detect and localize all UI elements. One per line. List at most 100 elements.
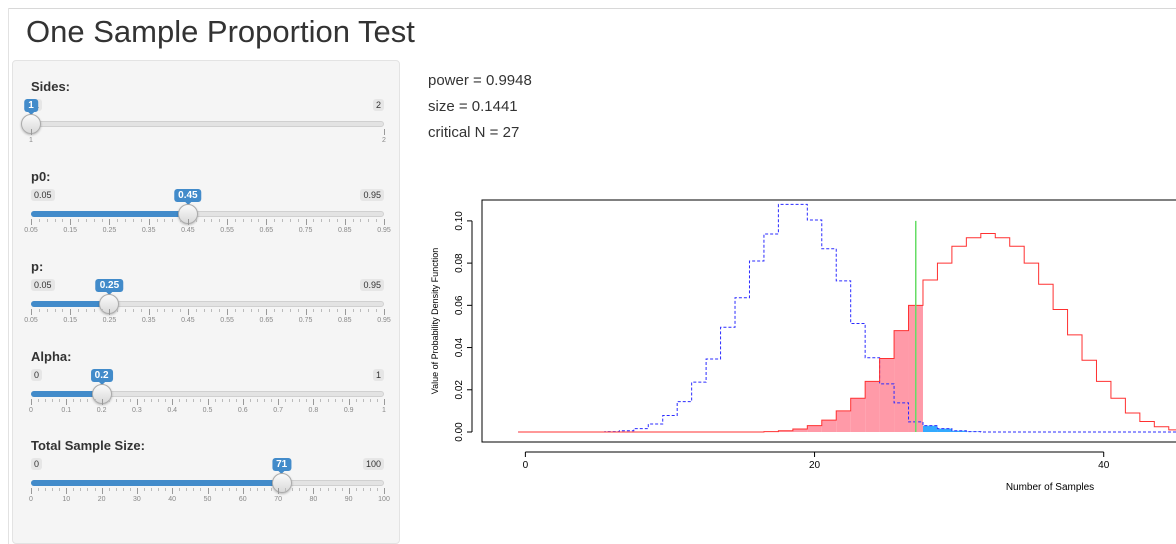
null-distribution-line bbox=[518, 203, 1176, 433]
slider-minor-tick bbox=[143, 488, 145, 491]
slider-minor-tick bbox=[200, 399, 202, 402]
slider-minor-tick bbox=[200, 488, 202, 491]
slider-tick bbox=[136, 488, 138, 494]
slider-minor-tick bbox=[158, 488, 160, 491]
power-text: power = 0.9948 bbox=[428, 72, 532, 89]
slider-minor-tick bbox=[59, 399, 61, 402]
slider-minor-tick bbox=[122, 399, 124, 402]
slider-tick bbox=[148, 219, 150, 225]
slider-tick bbox=[70, 309, 72, 315]
slider-tick-label: 0.75 bbox=[298, 227, 313, 234]
slider-minor-tick bbox=[54, 219, 56, 222]
slider-minor-tick bbox=[132, 309, 134, 312]
slider-minor-tick bbox=[352, 219, 354, 222]
slider-minor-tick bbox=[250, 309, 252, 312]
slider-minor-tick bbox=[73, 488, 75, 491]
slider-minor-tick bbox=[299, 399, 301, 402]
slider-min-label: 0.05 bbox=[31, 189, 55, 201]
slider-tick-label: 0.85 bbox=[337, 227, 352, 234]
slider-tick bbox=[172, 488, 174, 494]
slider-tick bbox=[242, 399, 244, 405]
slider-tick bbox=[348, 399, 350, 405]
slider-tick bbox=[31, 219, 32, 225]
slider-fill bbox=[31, 211, 188, 217]
slider-minor-tick bbox=[376, 219, 378, 222]
slider-tick-label: 0.2 bbox=[96, 407, 107, 414]
slider-tick bbox=[384, 488, 385, 494]
slider-tick bbox=[313, 488, 315, 494]
slider-tick-label: 70 bbox=[274, 496, 282, 503]
slider-minor-tick bbox=[85, 309, 87, 312]
slider-ticks: 0 0.1 0.2 0.3 0.4 0.5 0.6 0.7 0.8 0.9 1 bbox=[29, 399, 386, 419]
slider-tick bbox=[70, 219, 72, 225]
slider-minor-tick bbox=[369, 488, 371, 491]
slider-value-bubble: 0.2 bbox=[90, 369, 113, 385]
slider-minor-tick bbox=[195, 219, 197, 222]
y-tick-label: 0.02 bbox=[454, 380, 465, 400]
slider-minor-tick bbox=[228, 488, 230, 491]
slider-minor-tick bbox=[321, 219, 323, 222]
slider-minor-tick bbox=[156, 309, 158, 312]
slider-minor-tick bbox=[108, 399, 110, 402]
y-tick-label: 0.00 bbox=[454, 422, 465, 442]
slider-minor-tick bbox=[362, 488, 364, 491]
slider-minor-tick bbox=[292, 399, 294, 402]
slider-minor-tick bbox=[38, 488, 40, 491]
slider-minor-tick bbox=[62, 309, 64, 312]
slider-minor-tick bbox=[87, 399, 89, 402]
slider-tick-label: 0 bbox=[29, 496, 33, 503]
slider-tick bbox=[101, 488, 103, 494]
slider-tick-label: 0.25 bbox=[102, 317, 117, 324]
slider-minor-tick bbox=[38, 219, 40, 222]
slider-tick-label: 0.35 bbox=[141, 317, 156, 324]
slider-minor-tick bbox=[285, 399, 287, 402]
slider-label: Total Sample Size: bbox=[31, 438, 145, 453]
slider-max-label: 100 bbox=[362, 458, 384, 470]
slider-minor-tick bbox=[258, 219, 260, 222]
slider-tick-label: 20 bbox=[97, 496, 106, 503]
slider-tick bbox=[31, 488, 32, 494]
slider-tick bbox=[148, 309, 150, 315]
slider-tick bbox=[101, 399, 103, 405]
slider-minor-tick bbox=[297, 309, 299, 312]
slider-handle[interactable] bbox=[271, 473, 292, 493]
slider-minor-tick bbox=[54, 309, 56, 312]
slider-minor-tick bbox=[46, 219, 48, 222]
slider-minor-tick bbox=[292, 488, 294, 491]
slider-tick-label: 40 bbox=[168, 496, 177, 503]
slider-minor-tick bbox=[172, 219, 174, 222]
alt-rejection-bar bbox=[836, 410, 851, 432]
slider-min-label: 0 bbox=[31, 369, 43, 381]
slider-minor-tick bbox=[52, 399, 54, 402]
slider-minor-tick bbox=[85, 219, 87, 222]
slider-minor-tick bbox=[256, 488, 258, 491]
alt-rejection-bar bbox=[865, 381, 880, 432]
slider-minor-tick bbox=[165, 399, 167, 402]
slider-value-bubble: 71 bbox=[272, 458, 292, 474]
slider-minor-tick bbox=[179, 399, 181, 402]
null-rejection-bar bbox=[937, 428, 952, 432]
slider-tick-label: 0.7 bbox=[273, 407, 283, 414]
slider-minor-tick bbox=[193, 399, 195, 402]
slider-tick bbox=[31, 399, 32, 405]
slider-tick-label: 0.75 bbox=[298, 317, 313, 324]
slider-value-bubble: 0.45 bbox=[174, 189, 202, 205]
slider-minor-tick bbox=[355, 488, 357, 491]
slider-tick bbox=[278, 488, 280, 494]
slider-tick-label: 0.55 bbox=[220, 227, 234, 234]
slider-minor-tick bbox=[334, 488, 336, 491]
slider-tick-label: 0.25 bbox=[102, 227, 117, 234]
slider-track[interactable] bbox=[31, 121, 384, 127]
null-rejection-bar bbox=[951, 430, 967, 432]
slider-tick bbox=[109, 219, 111, 225]
slider-minor-tick bbox=[117, 309, 119, 312]
slider-minor-tick bbox=[93, 219, 95, 222]
slider-minor-tick bbox=[362, 399, 364, 402]
slider-tick-label: 0.8 bbox=[308, 407, 319, 414]
slider-minor-tick bbox=[306, 488, 308, 491]
slider-minor-tick bbox=[234, 309, 236, 312]
slider-minor-tick bbox=[313, 309, 315, 312]
slider-tick-label: 80 bbox=[309, 496, 318, 503]
slider-tick bbox=[136, 399, 138, 405]
slider-minor-tick bbox=[46, 309, 48, 312]
